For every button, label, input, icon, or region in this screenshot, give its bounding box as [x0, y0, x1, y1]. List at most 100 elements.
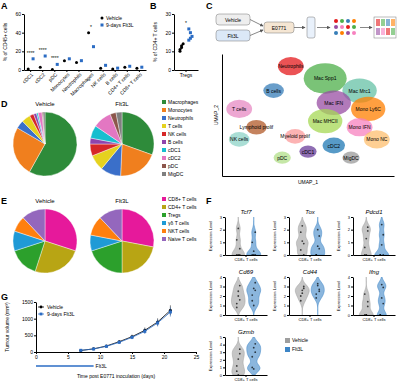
point	[236, 307, 238, 309]
legend-label: 9-days Flt3L	[106, 22, 134, 28]
heatmap-icon	[391, 19, 395, 26]
point	[118, 341, 121, 344]
point	[303, 286, 305, 288]
legend-label: NKT cells	[168, 228, 190, 234]
slice	[116, 112, 122, 144]
tick: 2	[220, 227, 225, 232]
point	[237, 374, 239, 375]
point	[237, 228, 239, 230]
legend-line	[38, 307, 44, 308]
point	[317, 229, 319, 231]
cluster-label: cDC2	[328, 143, 341, 149]
tick-mark	[22, 70, 24, 71]
slice	[43, 112, 45, 144]
cell-icon	[352, 31, 356, 35]
point	[254, 351, 256, 353]
chart: 0510152025050010001500Tumour volume (mm³…	[4, 299, 199, 379]
box-label: Vehicle	[225, 17, 241, 23]
tick-mark	[22, 14, 24, 15]
legend-swatch	[162, 100, 166, 104]
tick-label: 0	[220, 253, 223, 258]
legend-label: Naive T cells	[168, 236, 197, 242]
point	[239, 348, 241, 350]
legend-swatch	[162, 132, 166, 136]
point	[254, 289, 256, 291]
cluster-label: Mac Mrc1	[349, 88, 371, 94]
tick-label: Tregs	[180, 72, 193, 78]
cluster	[351, 97, 385, 121]
tick-label: NK cells	[89, 71, 107, 89]
tick: 10	[98, 352, 104, 360]
cluster-label: MigDC	[343, 155, 359, 161]
panel-label: B	[150, 1, 157, 11]
axis-line	[289, 278, 290, 316]
tick: 20	[15, 48, 24, 54]
point	[236, 239, 238, 241]
point	[239, 248, 241, 250]
plot-area	[231, 277, 260, 315]
point	[315, 254, 317, 255]
point	[79, 349, 82, 352]
legend-marker	[101, 17, 104, 20]
point	[382, 303, 384, 305]
tick: 40	[15, 30, 24, 36]
point	[254, 282, 256, 284]
annotation: ****	[27, 50, 35, 56]
tick-label: 10	[165, 48, 171, 54]
chart: VehicleFlt3LMacrophagesMonocytesNeutroph…	[13, 99, 199, 177]
panel-label: D	[1, 99, 8, 109]
tick: 30	[165, 11, 174, 17]
point	[379, 314, 381, 315]
point	[379, 314, 381, 315]
cell-icon	[340, 25, 344, 29]
point	[318, 235, 320, 237]
cluster-label: B cells	[266, 88, 281, 94]
line	[81, 312, 171, 350]
point	[367, 301, 369, 303]
cluster-label: T cells	[232, 106, 247, 112]
tick-label: CD8+ T cells	[363, 317, 386, 322]
violin	[377, 277, 386, 315]
tick-label: 1	[220, 303, 223, 308]
axis-title: Time post E0771 inoculation (days)	[77, 373, 156, 379]
tick-label: 15	[130, 354, 136, 360]
violin	[311, 277, 324, 315]
heatmap-icon	[386, 19, 390, 26]
cell-icon	[346, 19, 350, 23]
tick: 25	[194, 352, 200, 360]
tick-mark	[223, 367, 225, 368]
axis-title: UMAP_2	[213, 105, 219, 125]
tick: 0	[284, 313, 289, 318]
legend-marker	[40, 306, 43, 309]
chart: 0102030Tregs% of CD4+ T cells*	[152, 11, 199, 77]
tick-label: 40	[15, 30, 21, 36]
plot-area	[361, 217, 388, 255]
legend-swatch	[162, 148, 166, 152]
axis-line	[225, 338, 226, 376]
tick-label: CD8+ T cells	[235, 377, 258, 382]
cluster	[323, 138, 345, 154]
plot-area	[359, 277, 386, 315]
point	[253, 347, 255, 349]
legend-label: cDC1	[168, 147, 181, 153]
axis	[223, 176, 395, 177]
tick-mark	[172, 14, 174, 15]
legend-swatch	[162, 116, 166, 120]
annotation: *	[90, 24, 92, 30]
tick: 3	[220, 215, 225, 220]
point	[75, 61, 78, 64]
point	[365, 238, 367, 240]
tick: 3	[284, 215, 289, 220]
subplot: Tcf70123CD8+ T cellsExpression Level	[208, 209, 268, 262]
cell-icon	[346, 25, 350, 29]
tick-label: 0	[220, 373, 223, 378]
point	[156, 322, 159, 325]
cluster	[263, 83, 284, 98]
point	[365, 314, 367, 315]
point	[68, 57, 71, 60]
tick-label: 1	[348, 303, 351, 308]
point	[317, 283, 319, 285]
point	[79, 349, 82, 352]
box	[264, 22, 294, 33]
tick-label: cDC1	[21, 71, 34, 84]
